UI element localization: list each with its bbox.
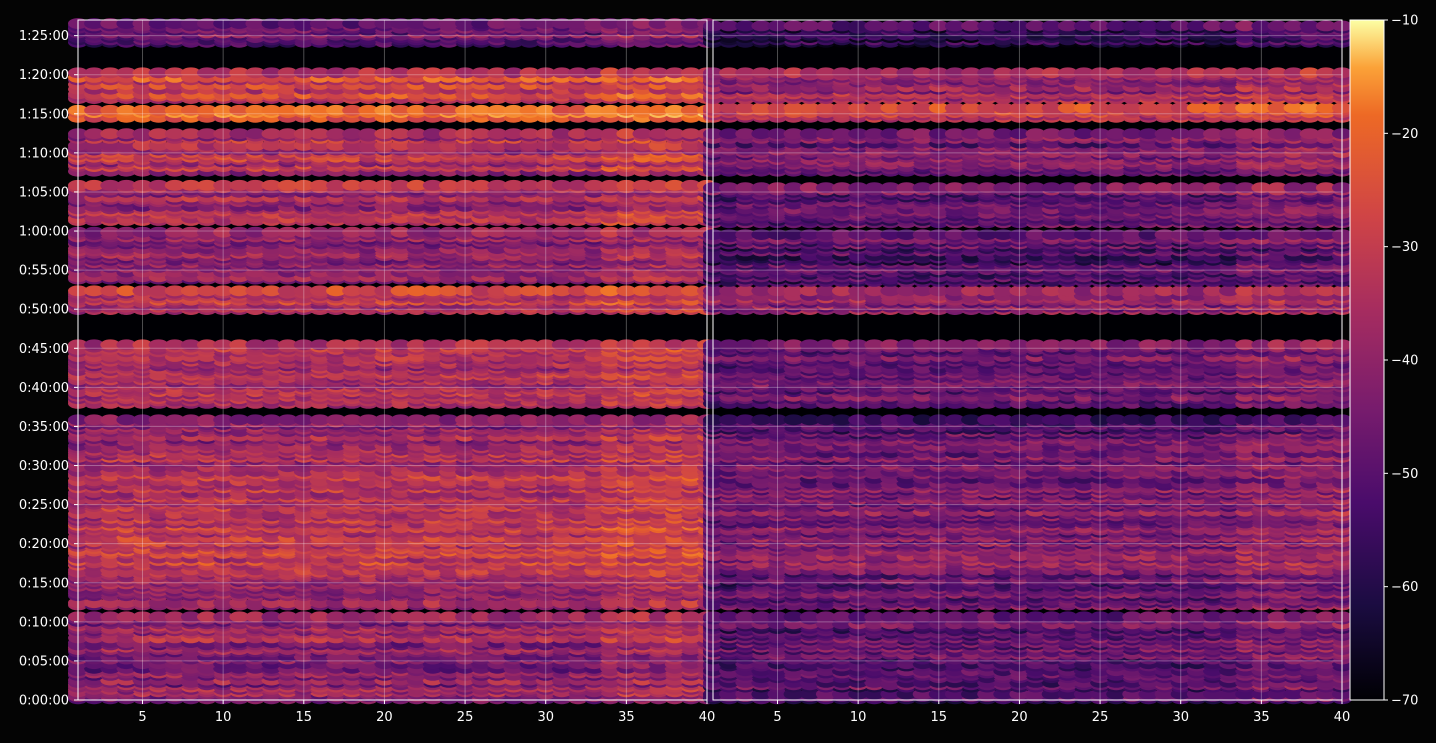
chart-figure: 5 10 15 20 25 30 35 40 5 10 15 20 25 30 35 40 0:00:00 0:0… (19, 14, 1419, 726)
heatmap-chart: 5 10 15 20 25 30 35 40 5 10 15 20 25 30 35 400:00:000:0… (19, 14, 1419, 726)
